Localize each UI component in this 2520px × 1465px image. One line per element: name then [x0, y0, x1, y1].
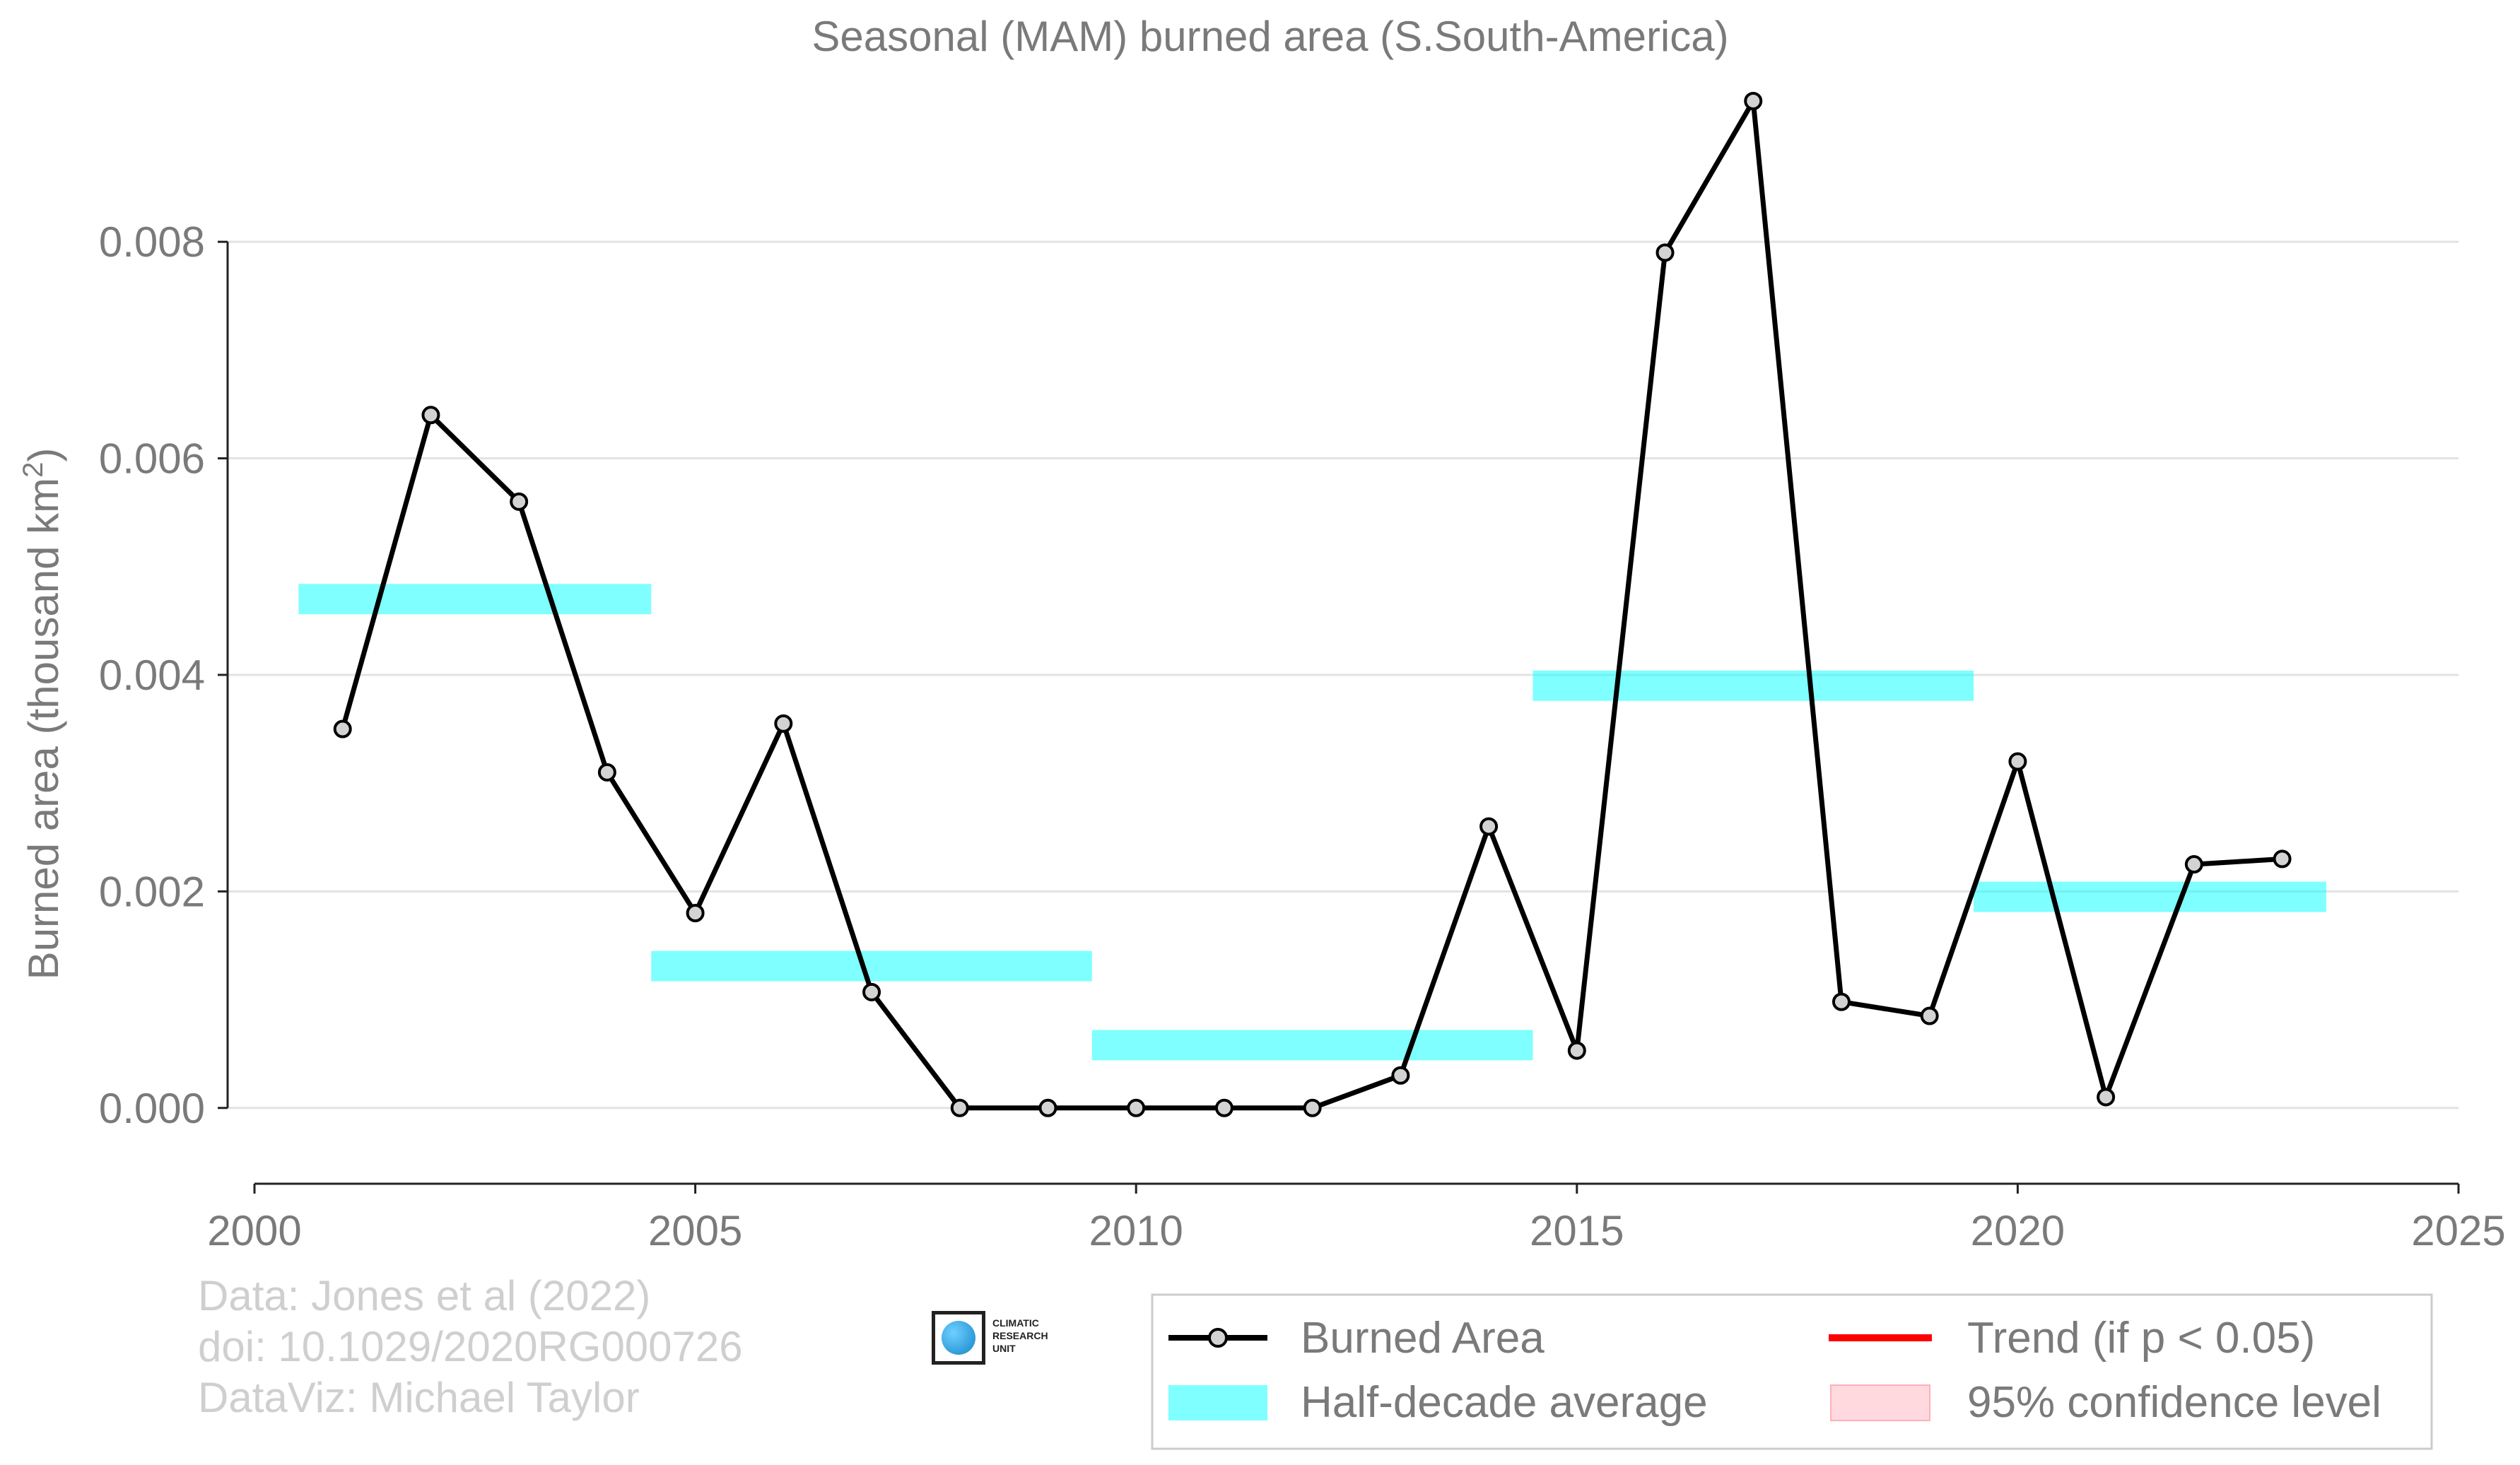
grid-lines [228, 240, 2459, 1110]
x-tick-label: 2015 [1530, 1207, 1624, 1254]
credit-dataviz: DataViz: Michael Taylor [198, 1374, 640, 1421]
data-point [1655, 243, 1675, 262]
x-tick-label: 2005 [648, 1207, 742, 1254]
burned-area-markers [333, 92, 2292, 1117]
half-decade-band [1091, 1030, 1533, 1061]
y-tick-label: 0.008 [99, 218, 205, 266]
legend-burned-area-label: Burned Area [1301, 1314, 1545, 1363]
data-point [2097, 1088, 2116, 1107]
half-decade-band [1974, 881, 2326, 912]
legend-box [1151, 1293, 2433, 1450]
y-tick-label: 0.006 [99, 435, 205, 483]
x-tick-label: 2025 [2411, 1207, 2505, 1254]
data-point [597, 763, 616, 782]
data-point [2008, 752, 2027, 771]
y-tick-label: 0.004 [99, 652, 205, 699]
y-tick-label: 0.000 [99, 1085, 205, 1132]
y-axis-label: Burned area (thousand km2) [18, 448, 67, 980]
legend-burned-area-marker-icon [1208, 1328, 1228, 1348]
half-decade-band [651, 951, 1092, 982]
data-point [1038, 1098, 1057, 1117]
data-point [1832, 992, 1851, 1011]
data-point [1479, 817, 1499, 836]
x-tick-label: 2010 [1089, 1207, 1183, 1254]
cru-logo-bracket [932, 1311, 985, 1365]
data-point [2273, 849, 2292, 869]
x-tick-label: 2000 [207, 1207, 301, 1254]
data-point [421, 406, 440, 425]
cru-logo-text: CLIMATIC RESEARCH UNIT [992, 1317, 1048, 1354]
data-point [1303, 1098, 1322, 1117]
globe-icon [942, 1321, 975, 1355]
half-decade-band [298, 584, 652, 615]
data-point [862, 982, 881, 1001]
data-point [1127, 1098, 1146, 1117]
data-point [1214, 1098, 1233, 1117]
legend-trend-label: Trend (if p < 0.05) [1967, 1314, 2315, 1363]
data-point [1744, 92, 1763, 110]
x-tick-label: 2020 [1971, 1207, 2065, 1254]
chart-title: Seasonal (MAM) burned area (S.South-Amer… [811, 13, 1728, 60]
legend-confidence-band-icon [1830, 1384, 1930, 1421]
y-axis: 0.000 0.002 0.004 0.006 0.008 [99, 218, 229, 1132]
data-point [1391, 1066, 1410, 1085]
legend-confidence-label: 95% confidence level [1967, 1378, 2381, 1427]
legend-half-decade-band-icon [1168, 1385, 1267, 1420]
cru-logo: CLIMATIC RESEARCH UNIT [932, 1311, 1073, 1367]
y-axis-label-superscript: 2 [18, 462, 49, 478]
y-tick-label: 0.002 [99, 868, 205, 915]
credit-doi: doi: 10.1029/2020RG000726 [198, 1323, 743, 1370]
data-point [510, 492, 529, 511]
half-decade-band [1532, 670, 1974, 701]
credit-data-source: Data: Jones et al (2022) [198, 1272, 651, 1319]
legend: Burned Area Trend (if p < 0.05) Half-dec… [1151, 1293, 2433, 1450]
data-point [774, 714, 793, 733]
data-point [1567, 1041, 1586, 1060]
half-decade-average-bands [298, 584, 2326, 1061]
data-point [1920, 1006, 1939, 1025]
data-point [333, 719, 352, 739]
legend-half-decade-label: Half-decade average [1301, 1378, 1708, 1427]
data-point [2184, 855, 2203, 874]
data-point [686, 904, 705, 922]
x-axis: 2000 2005 2010 2015 2020 2025 [207, 1182, 2506, 1254]
data-point [950, 1098, 969, 1117]
